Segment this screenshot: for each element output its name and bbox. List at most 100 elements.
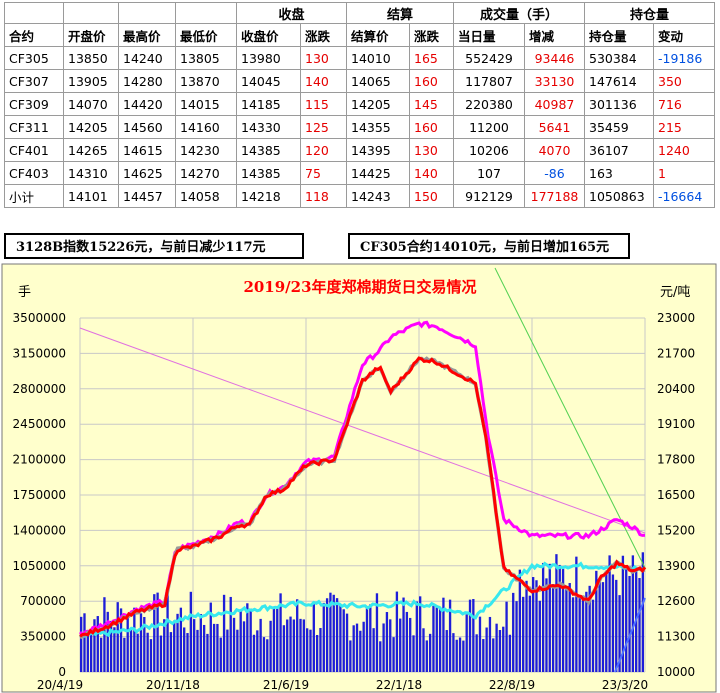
volume-bar	[166, 593, 169, 672]
volume-bar	[266, 639, 269, 672]
column-header: 结算价	[346, 23, 410, 47]
table-cell: CF403	[4, 161, 64, 185]
table-cell: CF307	[4, 69, 64, 93]
table-cell: 14270	[175, 161, 237, 185]
column-header: 收盘价	[236, 23, 301, 47]
volume-bar	[581, 597, 585, 672]
table-cell: 14457	[118, 184, 176, 208]
trend-line	[614, 597, 646, 673]
table-cell: 130	[300, 46, 347, 70]
column-header: 最高价	[118, 23, 176, 47]
volume-bar	[631, 555, 635, 672]
volume-bar	[532, 577, 535, 672]
column-header: 涨跌	[409, 23, 454, 47]
volume-bar	[551, 584, 555, 672]
volume-bar	[276, 608, 279, 672]
volume-bar	[482, 639, 485, 672]
column-header: 开盘价	[63, 23, 119, 47]
volume-bar	[259, 618, 262, 672]
table-cell: 36107	[584, 138, 654, 162]
volume-bar	[319, 627, 322, 672]
table-cell: 14385	[236, 138, 301, 162]
volume-bar	[279, 593, 282, 672]
volume-bar	[93, 619, 96, 672]
right-tick-label: 10000	[657, 665, 695, 679]
volume-bar	[299, 618, 302, 672]
table-row: CF401 14265 14615 14230 14385 120 14395 130 1020…	[4, 138, 715, 162]
volume-bar	[352, 625, 355, 672]
price-volume-chart: 3500000315000028000002450000210000017500…	[1, 263, 717, 693]
volume-bar	[605, 573, 608, 672]
volume-bar	[176, 613, 179, 672]
table-cell: 177188	[524, 184, 585, 208]
volume-bar	[578, 597, 581, 672]
volume-bar	[86, 635, 89, 672]
volume-bar	[169, 632, 173, 672]
volume-bar	[256, 630, 259, 672]
table-cell: 14205	[63, 115, 119, 139]
volume-bar	[342, 609, 345, 672]
volume-bar	[475, 634, 478, 672]
volume-bar	[109, 620, 113, 672]
table-cell: 14280	[118, 69, 176, 93]
volume-bar	[535, 580, 538, 672]
volume-bar	[196, 629, 199, 672]
left-tick-label: 2450000	[13, 417, 66, 431]
volume-bar	[468, 599, 472, 672]
volume-bar	[129, 629, 133, 672]
x-tick-label: 22/8/19	[489, 678, 535, 692]
table-cell: 小计	[4, 184, 64, 208]
x-tick-label: 22/1/18	[376, 678, 422, 692]
table-cell: 11200	[453, 115, 525, 139]
volume-bar	[315, 634, 319, 672]
volume-bar	[611, 574, 615, 672]
table-cell: 10206	[453, 138, 525, 162]
volume-bar	[485, 627, 488, 672]
volume-bar	[199, 613, 202, 672]
column-header: 增减	[524, 23, 585, 47]
table-cell: 14205	[346, 92, 410, 116]
right-tick-label: 17800	[657, 453, 695, 467]
volume-bar	[392, 637, 395, 672]
volume-bar	[156, 592, 159, 672]
index-note: 3128B指数15226元，与前日减少117元	[4, 233, 304, 259]
volume-bar	[618, 595, 621, 672]
volume-bar	[528, 595, 532, 672]
volume-bar	[548, 563, 551, 672]
volume-bar	[242, 621, 246, 672]
volume-bar	[428, 633, 432, 672]
left-tick-label: 700000	[20, 594, 66, 608]
volume-bar	[571, 597, 575, 672]
volume-bar	[415, 601, 419, 672]
table-cell: 912129	[453, 184, 525, 208]
right-tick-label: 13900	[657, 559, 695, 573]
right-tick-label: 21700	[657, 346, 695, 360]
table-cell: 14385	[236, 161, 301, 185]
volume-bar	[80, 616, 83, 672]
table-cell: 14310	[63, 161, 119, 185]
table-cell: 14065	[346, 69, 410, 93]
volume-bar	[193, 619, 196, 672]
table-cell: 14240	[118, 46, 176, 70]
volume-bar	[365, 606, 369, 672]
table-cell: 14185	[236, 92, 301, 116]
volume-bar	[389, 619, 392, 672]
volume-bar	[252, 634, 256, 672]
x-tick-label: 20/4/19	[37, 678, 83, 692]
table-cell: 160	[409, 69, 454, 93]
table-cell: 350	[653, 69, 715, 93]
volume-bar	[455, 639, 458, 672]
volume-bar	[345, 613, 349, 672]
volume-bar	[99, 637, 103, 672]
volume-bar	[502, 626, 505, 672]
table-cell: 5641	[524, 115, 585, 139]
volume-bar	[126, 616, 129, 672]
table-cell: 160	[409, 115, 454, 139]
volume-bar	[591, 599, 595, 672]
table-cell: 14625	[118, 161, 176, 185]
left-tick-label: 1050000	[13, 559, 66, 573]
volume-bar	[143, 617, 146, 672]
volume-bar	[246, 603, 249, 672]
table-row: 小计 14101 14457 14058 14218 118 14243 150 912129 1…	[4, 184, 715, 208]
volume-bar	[638, 578, 641, 672]
